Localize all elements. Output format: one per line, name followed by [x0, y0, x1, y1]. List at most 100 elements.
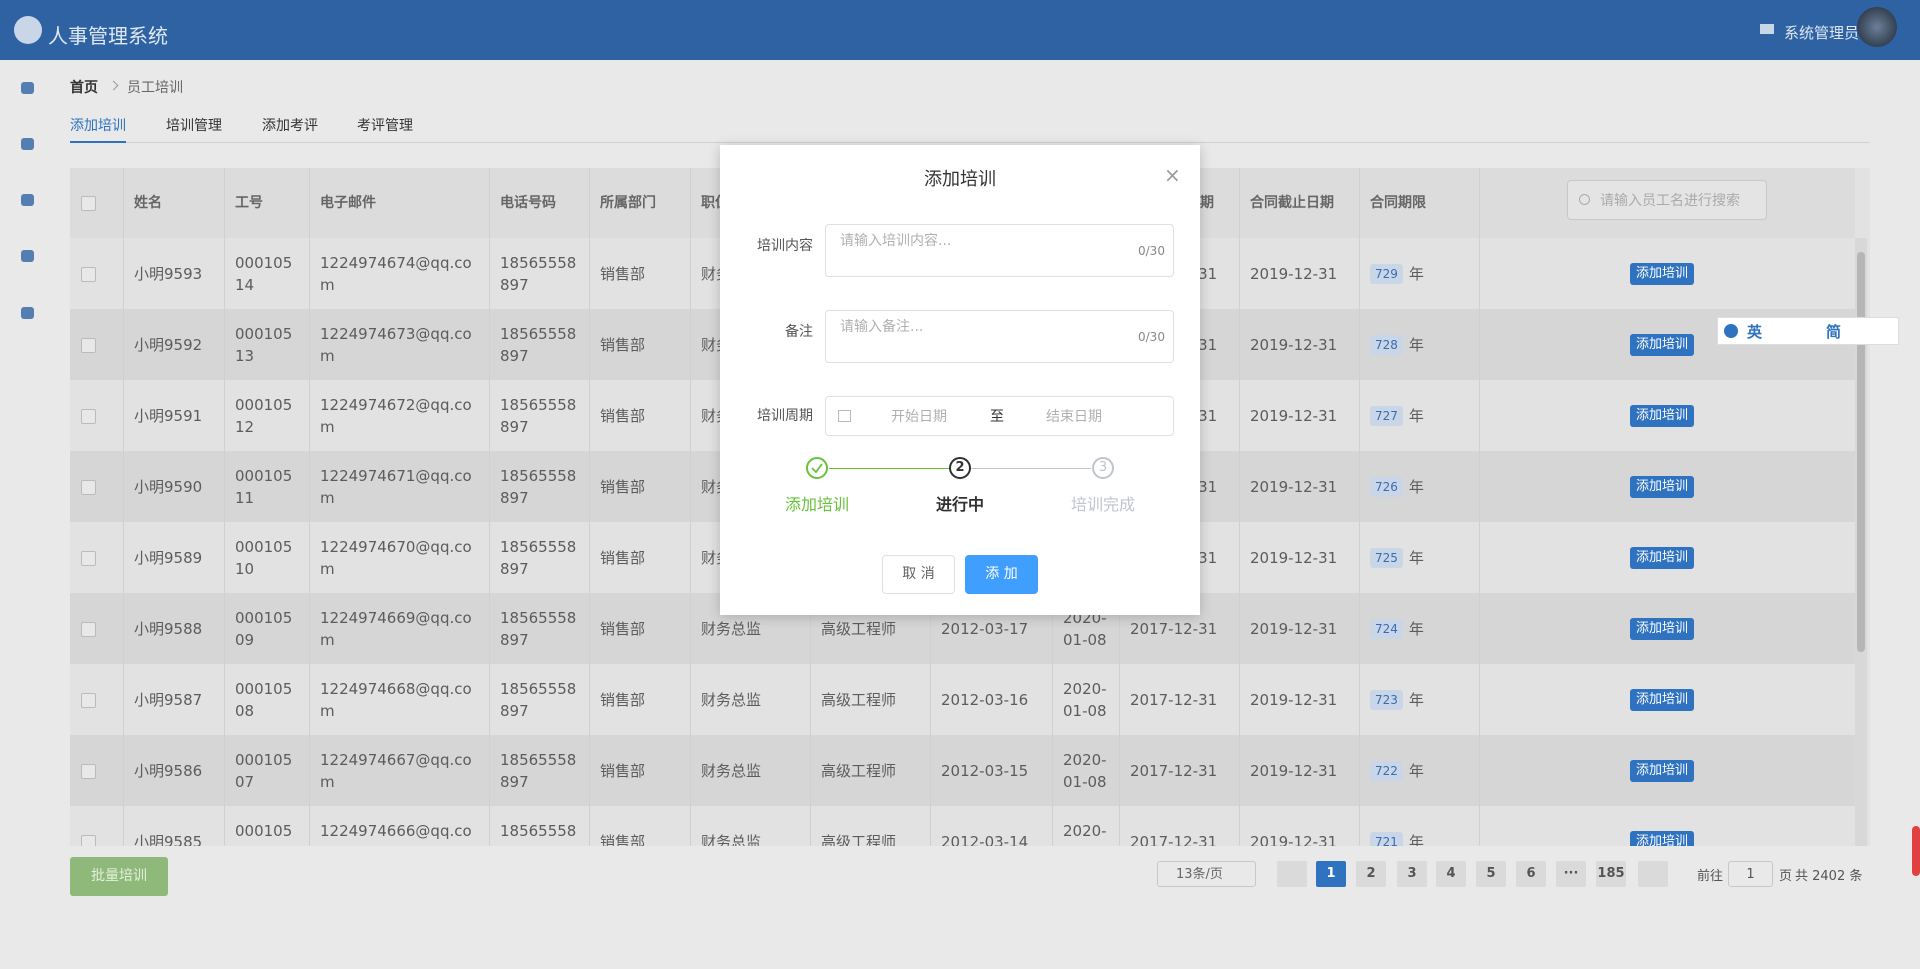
table-cell — [70, 593, 124, 664]
table-cell: 销售部 — [590, 238, 691, 309]
textarea[interactable] — [825, 310, 1174, 363]
checkbox[interactable] — [81, 480, 96, 495]
scrollbar-thumb[interactable] — [1857, 252, 1865, 652]
term-badge: 728 — [1370, 334, 1403, 355]
table-cell: 729 年 — [1360, 238, 1480, 309]
checkbox[interactable] — [81, 551, 96, 566]
sidebar-icon[interactable] — [21, 307, 34, 319]
table-cell: 2017-12-31 — [1120, 593, 1240, 664]
table-cell: 小明9585 — [124, 806, 225, 846]
table-cell: 财务总监 — [691, 593, 811, 664]
table-cell: 1224974674@qq.com — [310, 238, 490, 309]
tab[interactable]: 添加考评 — [262, 118, 318, 134]
row-action-button[interactable]: 添加培训 — [1630, 760, 1694, 782]
page-size-select[interactable]: 13条/页 — [1157, 861, 1256, 887]
char-counter: 0/30 — [1138, 330, 1165, 344]
confirm-button[interactable]: 添 加 — [965, 555, 1038, 594]
user-name[interactable]: 系统管理员 — [1784, 24, 1860, 42]
table-cell: 2019-12-31 — [1240, 238, 1360, 309]
page-button[interactable]: 3 — [1397, 861, 1427, 887]
term-unit: 年 — [1408, 406, 1424, 425]
page-button[interactable]: 1 — [1316, 861, 1346, 887]
checkbox[interactable] — [81, 622, 96, 637]
tab-line — [70, 142, 1870, 143]
table-cell: 18565558897 — [490, 451, 590, 522]
page-button[interactable]: 185 — [1596, 861, 1626, 887]
checkbox[interactable] — [81, 764, 96, 779]
sidebar-icon[interactable] — [21, 82, 34, 94]
close-button[interactable]: × — [1164, 163, 1181, 187]
row-action-button[interactable]: 添加培训 — [1630, 263, 1694, 285]
checkbox[interactable] — [81, 196, 96, 211]
table-cell: 721 年 — [1360, 806, 1480, 846]
sidebar-icon[interactable] — [21, 250, 34, 262]
checkbox[interactable] — [81, 338, 96, 353]
sidebar-icon[interactable] — [21, 194, 34, 206]
table-cell: 小明9589 — [124, 522, 225, 593]
next-button[interactable] — [1638, 861, 1668, 887]
page-button[interactable]: 6 — [1516, 861, 1546, 887]
mail-icon — [1760, 24, 1774, 34]
tab[interactable]: 培训管理 — [166, 118, 222, 134]
batch-button[interactable]: 批量培训 — [70, 857, 168, 896]
column-header: 工号 — [225, 168, 310, 238]
ime-mode[interactable]: 简 — [1826, 323, 1842, 341]
avatar[interactable] — [1857, 7, 1897, 47]
page-button[interactable]: 2 — [1356, 861, 1386, 887]
tab-active-bar — [70, 141, 126, 143]
checkbox[interactable] — [81, 409, 96, 424]
table-cell — [70, 664, 124, 735]
table-cell: 722 年 — [1360, 735, 1480, 806]
page-unit: 页 — [1779, 869, 1793, 884]
checkbox[interactable] — [81, 835, 96, 846]
step-icon: 3 — [1092, 457, 1114, 479]
row-action-button[interactable]: 添加培训 — [1630, 334, 1694, 356]
term-unit: 年 — [1408, 690, 1424, 709]
table-cell: 00010513 — [225, 309, 310, 380]
goto-label: 前往 — [1697, 869, 1724, 884]
table-cell: 2019-12-31 — [1240, 806, 1360, 846]
row-action-button[interactable]: 添加培训 — [1630, 547, 1694, 569]
table-cell: 725 年 — [1360, 522, 1480, 593]
search-box[interactable] — [1567, 180, 1767, 220]
sidebar-icon[interactable] — [21, 138, 34, 150]
row-action-button[interactable]: 添加培训 — [1630, 689, 1694, 711]
page-button[interactable]: ··· — [1556, 861, 1586, 887]
term-badge: 723 — [1370, 689, 1403, 710]
table-cell: 728 年 — [1360, 309, 1480, 380]
column-header: 姓名 — [124, 168, 225, 238]
row-action-button[interactable]: 添加培训 — [1630, 831, 1694, 846]
page-button[interactable]: 5 — [1476, 861, 1506, 887]
table-row — [70, 735, 1855, 807]
term-badge: 727 — [1370, 405, 1403, 426]
tab[interactable]: 添加培训 — [70, 118, 126, 134]
table-cell: 18565558897 — [490, 593, 590, 664]
tab[interactable]: 考评管理 — [357, 118, 413, 134]
modal: 添加培训 × 培训内容 请输入培训内容... 0/30 备注 请输入备注... 0/30 培训周… — [720, 145, 1200, 615]
table-cell: 18565558897 — [490, 522, 590, 593]
table-cell: 2019-12-31 — [1240, 380, 1360, 451]
checkbox[interactable] — [81, 693, 96, 708]
table-cell: 销售部 — [590, 664, 691, 735]
table-cell: 1224974666@qq.com — [310, 806, 490, 846]
ime-scroll-indicator — [1912, 826, 1920, 876]
table-cell: 2017-12-31 — [1120, 735, 1240, 806]
row-action-button[interactable]: 添加培训 — [1630, 476, 1694, 498]
breadcrumb-home[interactable]: 首页 — [70, 80, 98, 96]
table-cell: 1224974671@qq.com — [310, 451, 490, 522]
start-date-placeholder: 开始日期 — [891, 409, 947, 425]
goto-input[interactable]: 1 — [1728, 861, 1773, 887]
step-line — [971, 468, 1091, 469]
checkbox[interactable] — [81, 267, 96, 282]
cancel-button[interactable]: 取 消 — [882, 555, 955, 594]
date-range[interactable] — [825, 396, 1174, 436]
table-cell — [70, 309, 124, 380]
prev-button[interactable] — [1277, 861, 1307, 887]
table-cell: 1224974670@qq.com — [310, 522, 490, 593]
row-action-button[interactable]: 添加培训 — [1630, 618, 1694, 640]
textarea[interactable] — [825, 224, 1174, 277]
ime-language[interactable]: 英 — [1747, 323, 1763, 341]
row-action-button[interactable]: 添加培训 — [1630, 405, 1694, 427]
page-button[interactable]: 4 — [1436, 861, 1466, 887]
